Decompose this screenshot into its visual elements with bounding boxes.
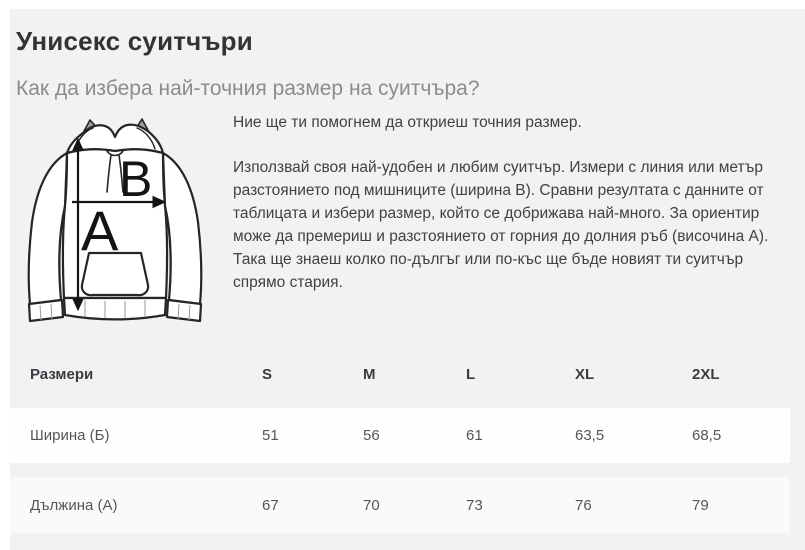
table-cell: 67 (262, 496, 279, 514)
intro-text: Ние ще ти помогнем да откриеш точния раз… (233, 111, 778, 294)
header-cell-m: M (363, 365, 376, 383)
drawstring-left (106, 154, 112, 193)
table-cell: 79 (692, 496, 709, 514)
size-guide-panel: Унисекс суитчъри Как да избера най-точни… (10, 9, 805, 550)
sleeve-left (27, 151, 69, 306)
table-cell: 76 (575, 496, 592, 514)
table-cell: 56 (363, 427, 380, 444)
row-label: Дължина (А) (30, 496, 118, 514)
table-cell: 51 (262, 427, 279, 444)
header-cell-l: L (466, 365, 476, 383)
size-table: Размери S M L XL 2XL Ширина (Б) 51 56 61… (10, 340, 790, 533)
hem-band (62, 296, 168, 321)
kangaroo-pocket (80, 251, 150, 297)
table-row-length: Дължина (А) 67 70 73 76 79 (10, 477, 790, 533)
table-row-width: Ширина (Б) 51 56 61 63,5 68,5 (10, 408, 790, 463)
header-cell-2xl: 2XL (692, 365, 720, 383)
cuff-right (165, 298, 203, 323)
table-cell: 68,5 (692, 427, 722, 444)
table-cell: 70 (363, 496, 380, 514)
table-cell: 73 (466, 496, 483, 514)
page-title: Унисекс суитчъри (16, 26, 253, 56)
sleeve-right (161, 151, 203, 306)
row-label: Ширина (Б) (30, 427, 110, 444)
size-table-header-row: Размери S M L XL 2XL (10, 340, 790, 408)
diagram-label-a: A (81, 199, 119, 262)
intro-lead: Ние ще ти помогнем да откриеш точния раз… (233, 114, 582, 131)
cuff-left (27, 298, 65, 323)
table-cell: 61 (466, 427, 483, 444)
hoodie-measurement-diagram: A B (15, 114, 220, 334)
measurement-arrows (72, 137, 167, 312)
header-cell-xl: XL (575, 365, 595, 383)
drawstring-right (118, 154, 124, 193)
header-cell-sizes: Размери (30, 365, 94, 383)
table-cell: 63,5 (575, 427, 605, 444)
header-cell-s: S (262, 365, 273, 383)
diagram-label-b: B (119, 151, 152, 207)
page-subtitle: Как да избера най-точния размер на суитч… (16, 77, 480, 100)
intro-paragraph: Използвай своя най-удобен и любим суитчъ… (233, 159, 769, 291)
hoodie-illustration: A B (27, 118, 203, 323)
